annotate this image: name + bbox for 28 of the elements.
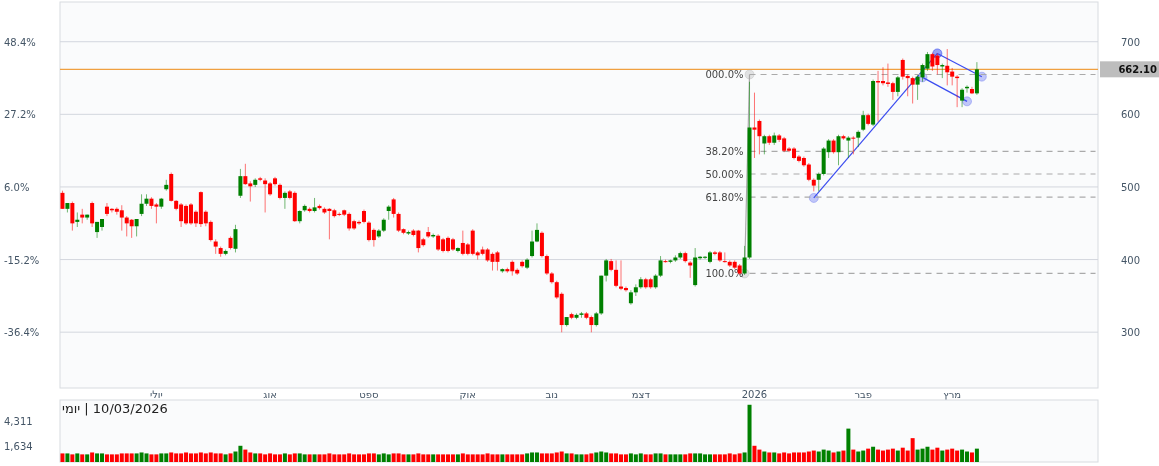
x-tick-label: דצמ [631,389,651,400]
y-tick-label: 4,311 [4,415,33,427]
y-tick-label: -15.2% [4,254,40,266]
y-tick-label: 6.0% [4,181,30,193]
y2-tick-label: 300 [1120,327,1140,339]
x-tick-label: מרץ [943,389,962,400]
series-label: 61.80% [705,192,744,204]
x-tick-label: אוג [263,389,277,400]
y2-tick-label: 500 [1120,182,1140,194]
series-label: 100.0% [705,268,744,280]
x-tick-label: ספט [359,389,379,400]
y-tick-label: 1,634 [4,441,33,453]
x-tick-label: נוב [545,389,559,400]
y2-tick-label: 700 [1120,36,1140,48]
y2-tick-label: 600 [1120,109,1140,121]
annotation: 10/03/2026 | יומי [62,401,168,416]
series-label: 50.00% [705,168,744,180]
y-tick-label: 48.4% [4,36,36,48]
x-tick-label: פבר [854,389,873,400]
y-tick-label: 27.2% [4,109,36,121]
x-tick-label: אוק [459,389,477,400]
y2-tick-label: 400 [1120,254,1140,266]
ref-line-label: 662.10 [1118,64,1158,76]
y-tick-label: -36.4% [4,327,40,339]
x-tick-label: יולי [149,389,163,400]
series-label: 000.0% [705,69,744,81]
series-label: 38.20% [705,146,744,158]
x-tick-label: 2026 [741,389,768,400]
